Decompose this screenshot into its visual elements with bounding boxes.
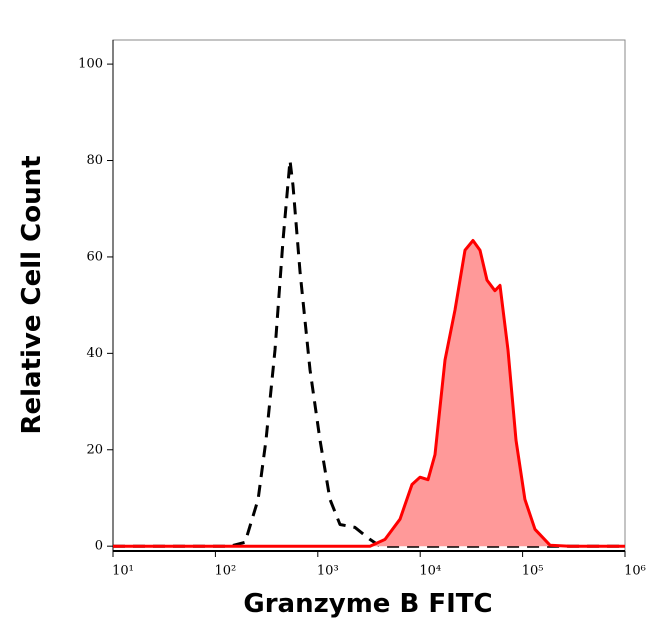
x-tick-label: 10³ — [317, 564, 339, 579]
y-axis-label: Relative Cell Count — [17, 155, 47, 434]
x-tick-label: 10¹ — [112, 564, 134, 579]
y-tick-label: 0 — [95, 539, 103, 554]
histogram-line — [113, 239, 625, 548]
y-tick-label: 20 — [86, 442, 103, 457]
y-tick-label: 40 — [86, 346, 103, 361]
x-axis-label: Granzyme B FITC — [243, 589, 492, 619]
histogram-line — [113, 159, 625, 548]
y-tick-label: 80 — [86, 153, 103, 168]
histogram-area — [113, 240, 625, 547]
x-tick-label: 10⁶ — [624, 564, 646, 579]
x-tick-label: 10⁴ — [419, 564, 441, 579]
y-tick-label: 60 — [86, 249, 103, 264]
y-tick-label: 100 — [78, 57, 103, 72]
x-tick-label: 10² — [215, 564, 237, 579]
plot-frame — [112, 39, 626, 552]
x-tick-label: 10⁵ — [522, 564, 544, 579]
